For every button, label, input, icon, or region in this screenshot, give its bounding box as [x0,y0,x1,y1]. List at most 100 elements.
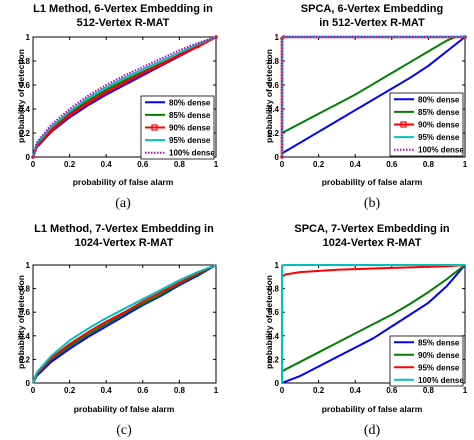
panel-c-ylabel: probability of detection [16,275,26,369]
panel-d-xtick-label: 0.2 [313,386,325,395]
panel-c-xtick-label: 0.6 [137,386,149,395]
panel-d-ytick-label: 0 [275,379,280,388]
panel-a-xtick-label: 0.6 [137,160,149,169]
panel-a-series-point [67,113,72,117]
panel-c-xtick-label: 0.2 [64,386,76,395]
panel-a-series-line-4 [32,36,217,158]
panel-b-ytick-label: 0.8 [268,57,280,66]
panel-c-ytick-label: 0 [26,379,31,388]
panel-a-series-point [159,62,163,67]
panel-b-xtick-label: 0.8 [423,160,435,169]
panel-a-caption: (a) [115,196,131,211]
panel-d-series-line-3 [281,264,466,383]
panel-b-title-line2: in 512-Vertex R-MAT [319,17,425,29]
panel-c-plot-area [32,264,217,384]
panel-c-ytick-label: 0.2 [19,355,31,364]
panel-b-legend-marker [400,121,407,128]
panel-c-xtick-label: 0 [31,386,36,395]
panel-a-series-point [49,128,54,133]
panel-b-xtick-label: 0.2 [313,160,325,169]
panel-c-ytick-label: 0.8 [19,285,31,294]
panel-b-series-line-4 [281,36,465,157]
panel-a-series-point [141,71,145,75]
panel-a-xtick-label: 1 [214,160,219,169]
panel-b-ytick-label: 0 [275,153,280,162]
panel-d-title-line2: 1024-Vertex R-MAT [323,237,422,249]
panel-d-series-line-1 [281,264,466,384]
panel-b-legend-label: 80% dense [418,95,460,104]
panel-a-series-point [86,101,90,105]
panel-d-legend-label: 90% dense [418,351,460,360]
panel-c: L1 Method, 7-Vertex Embedding in 1024-Ve… [16,223,219,438]
panel-b-xlabel: probability of false alarm [322,177,423,187]
panel-c-ytick-label: 0.4 [19,332,31,341]
panel-b: SPCA, 6-Vertex Embedding in 512-Vertex R… [264,3,468,211]
panel-c-series-line-3 [32,264,217,384]
panel-a-series-point [104,90,108,94]
panel-a-ytick-label: 1 [26,33,31,42]
panel-a-series-line-3 [31,35,217,158]
panel-a-xtick-label: 0.8 [174,160,186,169]
panel-d-ylabel: probability of detection [264,275,274,369]
panel-d-xtick-label: 0.4 [350,386,362,395]
panel-b-series-line-2 [281,36,465,134]
panel-c-ytick-label: 1 [26,261,31,270]
panel-d-ytick-label: 1 [275,261,280,270]
panel-c-ytick-label: 0.6 [19,308,31,317]
panel-d-series-line-2 [281,264,466,373]
panel-b-series-line-1 [281,36,466,155]
panel-a-ytick-label: 0.8 [19,57,31,66]
panel-a-series-point [122,80,127,85]
panel-b-ytick-label: 0.4 [268,105,280,114]
panel-d-xlabel: probability of false alarm [322,404,423,414]
panel-a-ylabel: probability of detection [16,49,26,143]
panel-a-title-line2: 512-Vertex R-MAT [77,17,170,29]
panel-a-legend-marker [151,124,158,131]
panel-b-title-line1: SPCA, 6-Vertex Embedding [301,3,443,15]
panel-c-title-line1: L1 Method, 7-Vertex Embedding in [34,223,214,235]
panel-d-xtick-label: 0.6 [386,386,398,395]
panel-b-ytick-label: 1 [275,33,280,42]
panel-c-xtick-label: 0.4 [101,386,113,395]
panel-b-caption: (b) [364,196,381,211]
panel-a-xtick-label: 0.2 [64,160,76,169]
panel-d-caption: (d) [364,423,381,438]
panel-a-xtick-label: 0 [31,160,36,169]
panel-d-series-line-4 [281,264,465,383]
panel-b-legend-label: 85% dense [418,108,460,117]
panel-b-ytick-label: 0.6 [268,81,280,90]
panel-a: L1 Method, 6-Vertex Embedding in 512-Ver… [16,3,219,211]
panel-a-legend-label: 80% dense [169,98,211,107]
panel-d-xtick-label: 0 [280,386,285,395]
panel-d-legend-box [389,335,464,387]
panel-a-legend-label: 95% dense [169,136,211,145]
panel-d-ytick-label: 0.2 [268,355,280,364]
panel-b-legend-label: 100% dense [418,146,464,155]
panel-d: SPCA, 7-Vertex Embedding in 1024-Vertex … [264,223,468,438]
panel-d-xtick-label: 1 [463,386,468,395]
panel-c-title-line2: 1024-Vertex R-MAT [75,237,174,249]
panel-a-ytick-label: 0.6 [19,81,31,90]
panel-b-ylabel: probability of detection [264,49,274,143]
panel-a-series-line-5 [32,36,217,158]
panel-a-legend-label: 90% dense [169,124,211,133]
panel-a-xtick-label: 0.4 [101,160,113,169]
panel-c-caption: (c) [116,423,132,438]
panel-d-xtick-label: 0.8 [423,386,435,395]
panel-b-legend-label: 95% dense [418,133,460,142]
panel-a-ytick-label: 0.4 [19,105,31,114]
panel-a-xlabel: probability of false alarm [73,177,174,187]
panel-a-legend-label: 85% dense [169,111,211,120]
panel-d-legend-label: 100% dense [418,376,464,385]
panel-b-ytick-label: 0.2 [268,129,280,138]
panel-a-ytick-label: 0.2 [19,129,31,138]
panel-c-xlabel: probability of false alarm [74,404,175,414]
panel-b-xtick-label: 0.6 [386,160,398,169]
panel-c-xtick-label: 0.8 [174,386,186,395]
panel-b-xtick-label: 1 [463,160,468,169]
panel-b-legend-label: 90% dense [418,121,460,130]
panel-c-series-line-1 [32,264,217,384]
panel-d-ytick-label: 0.8 [268,285,280,294]
panel-d-title-line1: SPCA, 7-Vertex Embedding in [294,223,450,235]
